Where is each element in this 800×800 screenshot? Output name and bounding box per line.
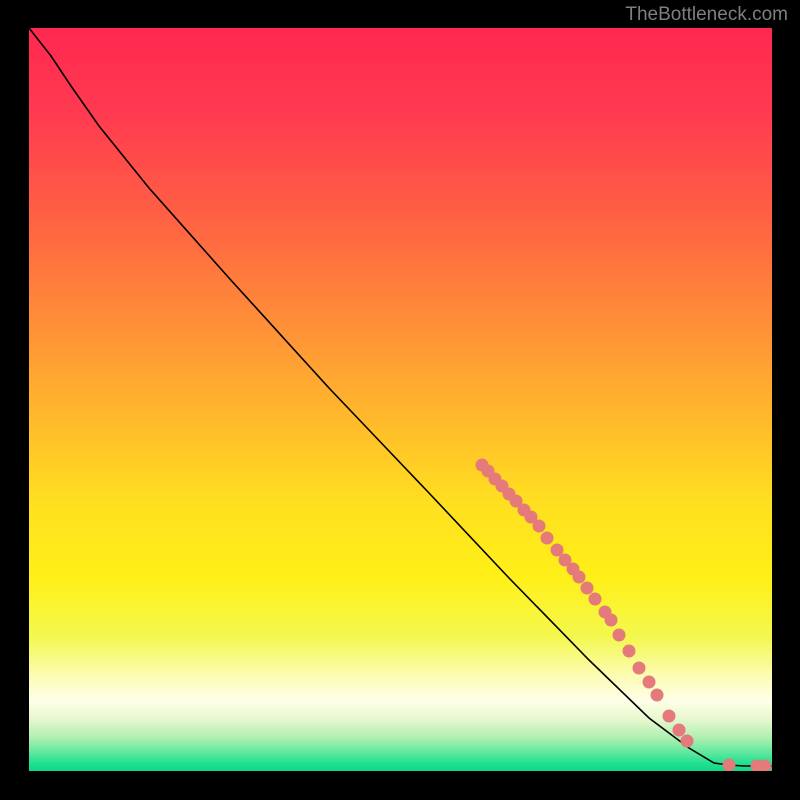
scatter-point xyxy=(541,532,554,545)
scatter-point xyxy=(663,710,676,723)
scatter-point xyxy=(673,724,686,737)
scatter-point xyxy=(581,582,594,595)
scatter-point xyxy=(681,735,694,748)
scatter-point xyxy=(623,645,636,658)
scatter-point xyxy=(573,571,586,584)
scatter-point xyxy=(633,662,646,675)
scatter-series xyxy=(476,459,772,772)
scatter-point xyxy=(723,759,736,772)
chart-overlay xyxy=(29,28,772,771)
plot-area xyxy=(29,28,772,771)
scatter-point xyxy=(643,676,656,689)
bottleneck-curve xyxy=(29,28,772,766)
watermark-credit: TheBottleneck.com xyxy=(625,4,788,26)
scatter-point xyxy=(589,593,602,606)
scatter-point xyxy=(613,629,626,642)
scatter-point xyxy=(605,614,618,627)
scatter-point xyxy=(533,520,546,533)
scatter-point xyxy=(651,689,664,702)
watermark-text: TheBottleneck.com xyxy=(625,4,788,25)
chart-stage: TheBottleneck.com xyxy=(0,0,800,800)
